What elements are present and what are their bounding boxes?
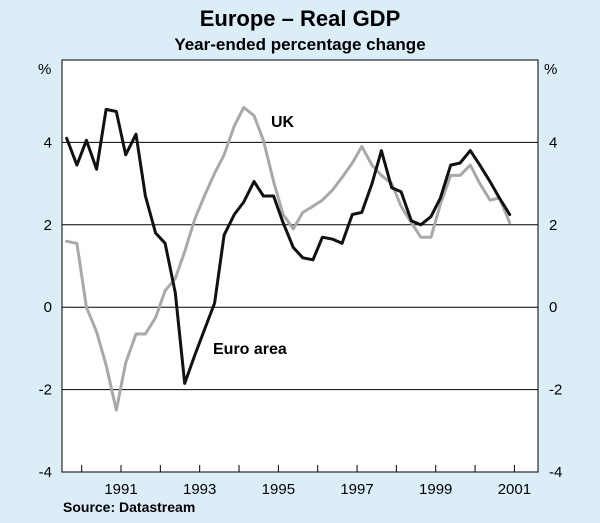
x-tick-label: 1997 xyxy=(340,481,373,498)
y-tick-label-right: -4 xyxy=(549,464,562,481)
y-tick-label-left: 2 xyxy=(44,217,52,234)
x-tick-label: 1993 xyxy=(183,481,216,498)
y-tick-label-left: 4 xyxy=(44,134,52,151)
plot-area xyxy=(61,59,539,473)
y-tick-label-right: 2 xyxy=(549,217,557,234)
y-tick-labels-left: -4 -2 0 2 4 xyxy=(39,134,52,481)
chart-title: Europe – Real GDP xyxy=(200,6,401,31)
series-line-euro-area xyxy=(65,107,512,385)
y-unit-left: % xyxy=(38,61,51,78)
x-ticks xyxy=(81,465,515,472)
y-tick-label-right: 4 xyxy=(549,134,557,151)
x-tick-label: 1995 xyxy=(262,481,295,498)
x-tick-labels: 1991 1993 1995 1997 1999 2001 xyxy=(104,481,531,498)
series-group xyxy=(65,105,512,412)
x-tick-label: 1999 xyxy=(419,481,452,498)
x-tick-label: 2001 xyxy=(498,481,531,498)
annotation-euro-area: Euro area xyxy=(213,341,287,358)
chart-subtitle: Year-ended percentage change xyxy=(174,35,425,54)
y-tick-label-left: -2 xyxy=(39,382,52,399)
y-tick-label-right: -2 xyxy=(549,382,562,399)
y-tick-label-right: 0 xyxy=(549,299,557,316)
annotation-uk: UK xyxy=(271,114,295,131)
y-gridlines xyxy=(62,141,538,473)
x-tick-label: 1991 xyxy=(104,481,137,498)
y-tick-label-left: -4 xyxy=(39,464,52,481)
y-tick-labels-right: -4 -2 0 2 4 xyxy=(549,134,562,481)
series-line-uk xyxy=(65,105,512,412)
y-tick-label-left: 0 xyxy=(44,299,52,316)
y-unit-right: % xyxy=(544,61,557,78)
source-note: Source: Datastream xyxy=(63,499,195,515)
